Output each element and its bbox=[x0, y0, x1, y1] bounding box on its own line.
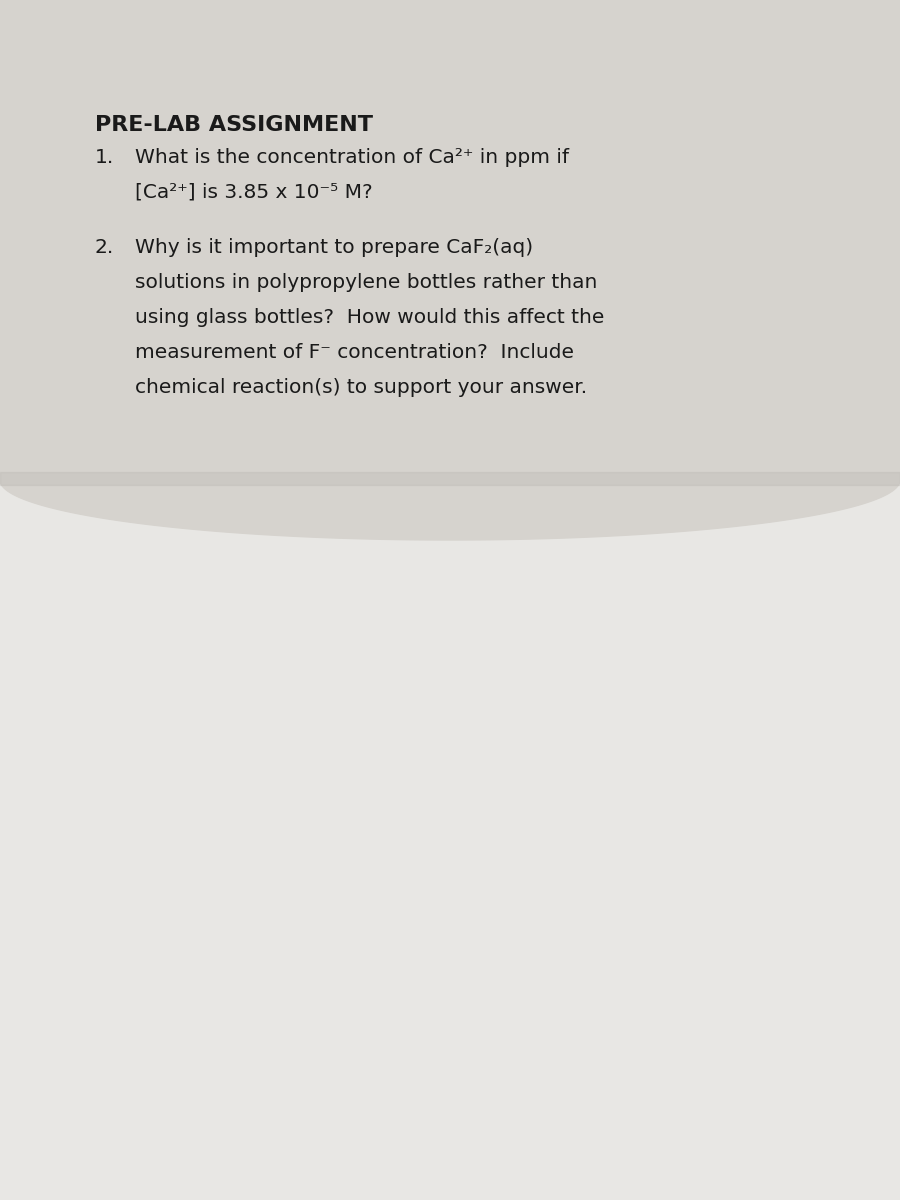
Polygon shape bbox=[0, 0, 900, 480]
Text: Why is it important to prepare CaF₂(aq): Why is it important to prepare CaF₂(aq) bbox=[135, 238, 533, 257]
Text: solutions in polypropylene bottles rather than: solutions in polypropylene bottles rathe… bbox=[135, 272, 598, 292]
Text: [Ca²⁺] is 3.85 x 10⁻⁵ M?: [Ca²⁺] is 3.85 x 10⁻⁵ M? bbox=[135, 182, 373, 202]
Polygon shape bbox=[0, 480, 900, 1200]
Text: What is the concentration of Ca²⁺ in ppm if: What is the concentration of Ca²⁺ in ppm… bbox=[135, 148, 569, 167]
Text: 1.: 1. bbox=[95, 148, 114, 167]
Text: chemical reaction(s) to support your answer.: chemical reaction(s) to support your ans… bbox=[135, 378, 587, 397]
Text: PRE-LAB ASSIGNMENT: PRE-LAB ASSIGNMENT bbox=[95, 115, 373, 134]
Text: 2.: 2. bbox=[95, 238, 114, 257]
Polygon shape bbox=[0, 472, 900, 485]
Polygon shape bbox=[0, 475, 900, 540]
Text: using glass bottles?  How would this affect the: using glass bottles? How would this affe… bbox=[135, 308, 605, 326]
Text: measurement of F⁻ concentration?  Include: measurement of F⁻ concentration? Include bbox=[135, 343, 574, 362]
